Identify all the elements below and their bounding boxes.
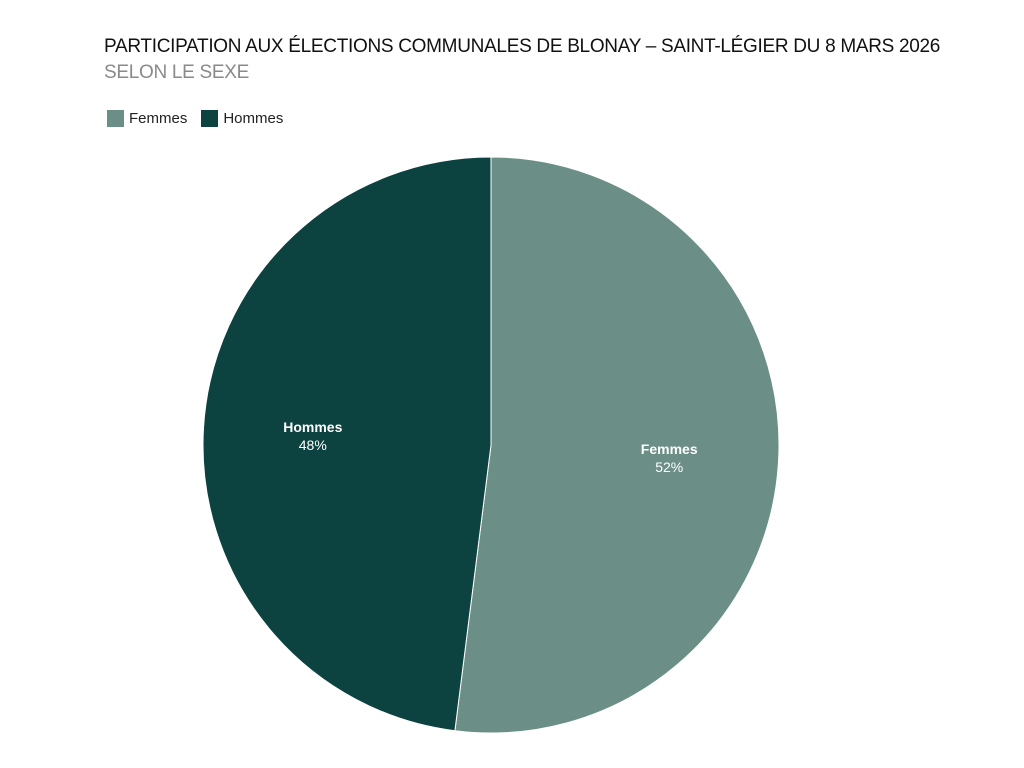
slice-label-value-hommes: 48% bbox=[299, 437, 327, 453]
slice-label-value-femmes: 52% bbox=[655, 459, 683, 475]
legend-label-femmes: Femmes bbox=[129, 110, 188, 127]
pie-slice-femmes[interactable] bbox=[454, 156, 780, 734]
slice-label-name-femmes: Femmes bbox=[641, 441, 698, 457]
pie-slice-hommes[interactable] bbox=[202, 156, 492, 732]
chart-subtitle: SELON LE SEXE bbox=[104, 62, 250, 83]
legend-swatch-hommes bbox=[201, 110, 219, 127]
chart-title: PARTICIPATION AUX ÉLECTIONS COMMUNALES D… bbox=[104, 36, 941, 57]
chart-legend: Femmes Hommes bbox=[107, 110, 297, 127]
legend-item-femmes[interactable]: Femmes bbox=[107, 110, 187, 127]
legend-swatch-femmes bbox=[107, 110, 124, 127]
legend-label-hommes: Hommes bbox=[223, 110, 284, 127]
slice-label-name-hommes: Hommes bbox=[283, 419, 342, 435]
legend-item-hommes[interactable]: Hommes bbox=[201, 110, 283, 127]
